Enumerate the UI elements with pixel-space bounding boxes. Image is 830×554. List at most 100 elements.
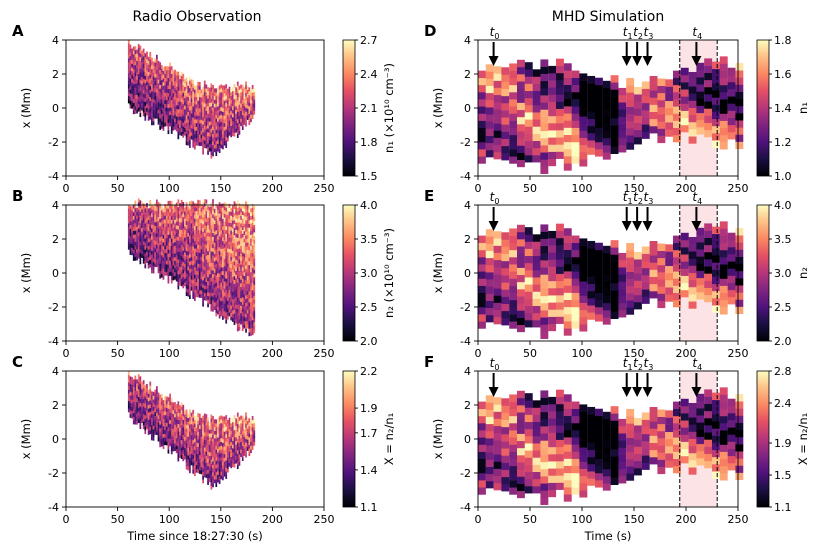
heat-cell <box>228 226 231 231</box>
colorbar-tick-label: 2.0 <box>360 335 378 348</box>
heat-cell <box>218 137 221 142</box>
heat-cell <box>198 230 201 235</box>
heat-cell <box>202 113 204 118</box>
heat-cell <box>657 107 666 115</box>
heat-cell <box>205 296 208 301</box>
heat-cell <box>146 66 148 71</box>
heat-cell <box>253 303 256 308</box>
heat-cell <box>129 82 132 87</box>
heat-cell <box>228 421 231 426</box>
heat-cell <box>540 252 549 261</box>
heat-cell <box>144 264 147 269</box>
heat-cell <box>144 79 147 84</box>
heat-cell <box>195 92 198 98</box>
heat-cell <box>154 69 157 74</box>
heat-cell <box>213 212 216 217</box>
heat-cell <box>218 89 221 94</box>
heat-cell <box>202 283 204 288</box>
heat-cell <box>220 426 223 431</box>
heat-cell <box>159 255 162 260</box>
heat-cell <box>200 108 203 113</box>
heat-cell <box>223 126 226 131</box>
heat-cell <box>202 239 204 244</box>
heat-cell <box>236 81 239 86</box>
heat-cell <box>230 308 233 313</box>
heat-cell <box>190 279 193 284</box>
heat-cell <box>223 232 226 237</box>
heat-cell <box>127 241 130 246</box>
heat-cell <box>187 225 190 230</box>
heat-cell <box>185 454 188 459</box>
heat-cell <box>134 208 137 213</box>
heat-cell <box>160 254 163 259</box>
heat-cell <box>177 127 180 132</box>
heat-cell <box>170 264 173 269</box>
heat-cell <box>190 427 193 432</box>
heat-cell <box>136 53 138 58</box>
heat-cell <box>212 111 214 116</box>
heat-cell <box>212 281 214 286</box>
heat-cell <box>169 204 171 209</box>
heat-cell <box>172 276 175 281</box>
heat-cell <box>170 215 173 220</box>
heat-cell <box>222 255 224 260</box>
heat-cell <box>147 90 150 95</box>
heat-cell <box>215 289 218 294</box>
heat-cell <box>134 109 137 114</box>
heat-cell <box>192 117 195 122</box>
heat-cell <box>152 395 155 400</box>
heat-cell <box>164 99 166 105</box>
heat-cell <box>131 213 133 218</box>
heat-cell <box>243 305 246 310</box>
heat-cell <box>142 222 145 227</box>
heat-cell <box>179 408 181 413</box>
heat-cell <box>162 422 165 427</box>
heat-cell <box>233 433 236 438</box>
heat-cell <box>192 220 195 225</box>
heat-cell <box>144 112 147 118</box>
heat-cell <box>192 113 195 118</box>
heat-cell <box>198 134 201 139</box>
heat-cell <box>165 99 168 104</box>
heat-cell <box>250 445 252 450</box>
heat-cell <box>205 106 208 112</box>
heat-cell <box>132 420 135 425</box>
heat-cell <box>162 441 165 446</box>
heat-cell <box>169 111 171 116</box>
heat-cell <box>154 210 157 215</box>
heat-cell <box>203 88 206 93</box>
heat-cell <box>712 90 720 98</box>
heat-cell <box>563 120 572 128</box>
heat-cell <box>241 289 244 294</box>
heat-cell <box>228 207 231 212</box>
heat-cell <box>571 91 580 100</box>
heat-cell <box>704 86 713 95</box>
heat-cell <box>478 149 486 157</box>
heat-cell <box>151 406 153 411</box>
heat-cell <box>185 137 188 142</box>
heat-cell <box>184 82 186 87</box>
heat-cell <box>238 89 241 94</box>
heat-cell <box>233 261 236 266</box>
heat-cell <box>202 419 204 424</box>
heat-cell <box>167 85 170 90</box>
heat-cell <box>233 444 236 449</box>
heat-cell <box>182 419 185 424</box>
marker-label: t1 <box>623 25 633 41</box>
heat-cell <box>207 239 209 244</box>
heat-cell <box>223 85 226 90</box>
heat-cell <box>587 255 596 263</box>
heat-cell <box>151 398 153 403</box>
heat-cell <box>212 225 214 230</box>
heat-cell <box>142 214 145 219</box>
heat-cell <box>198 119 201 124</box>
heat-cell <box>141 106 143 111</box>
heat-cell <box>151 432 153 437</box>
heat-cell <box>192 421 195 426</box>
heat-cell <box>154 419 157 424</box>
heat-cell <box>184 218 186 223</box>
heat-cell <box>226 207 229 212</box>
heat-cell <box>202 120 204 125</box>
heat-cell <box>127 382 130 387</box>
heat-cell <box>231 310 234 315</box>
